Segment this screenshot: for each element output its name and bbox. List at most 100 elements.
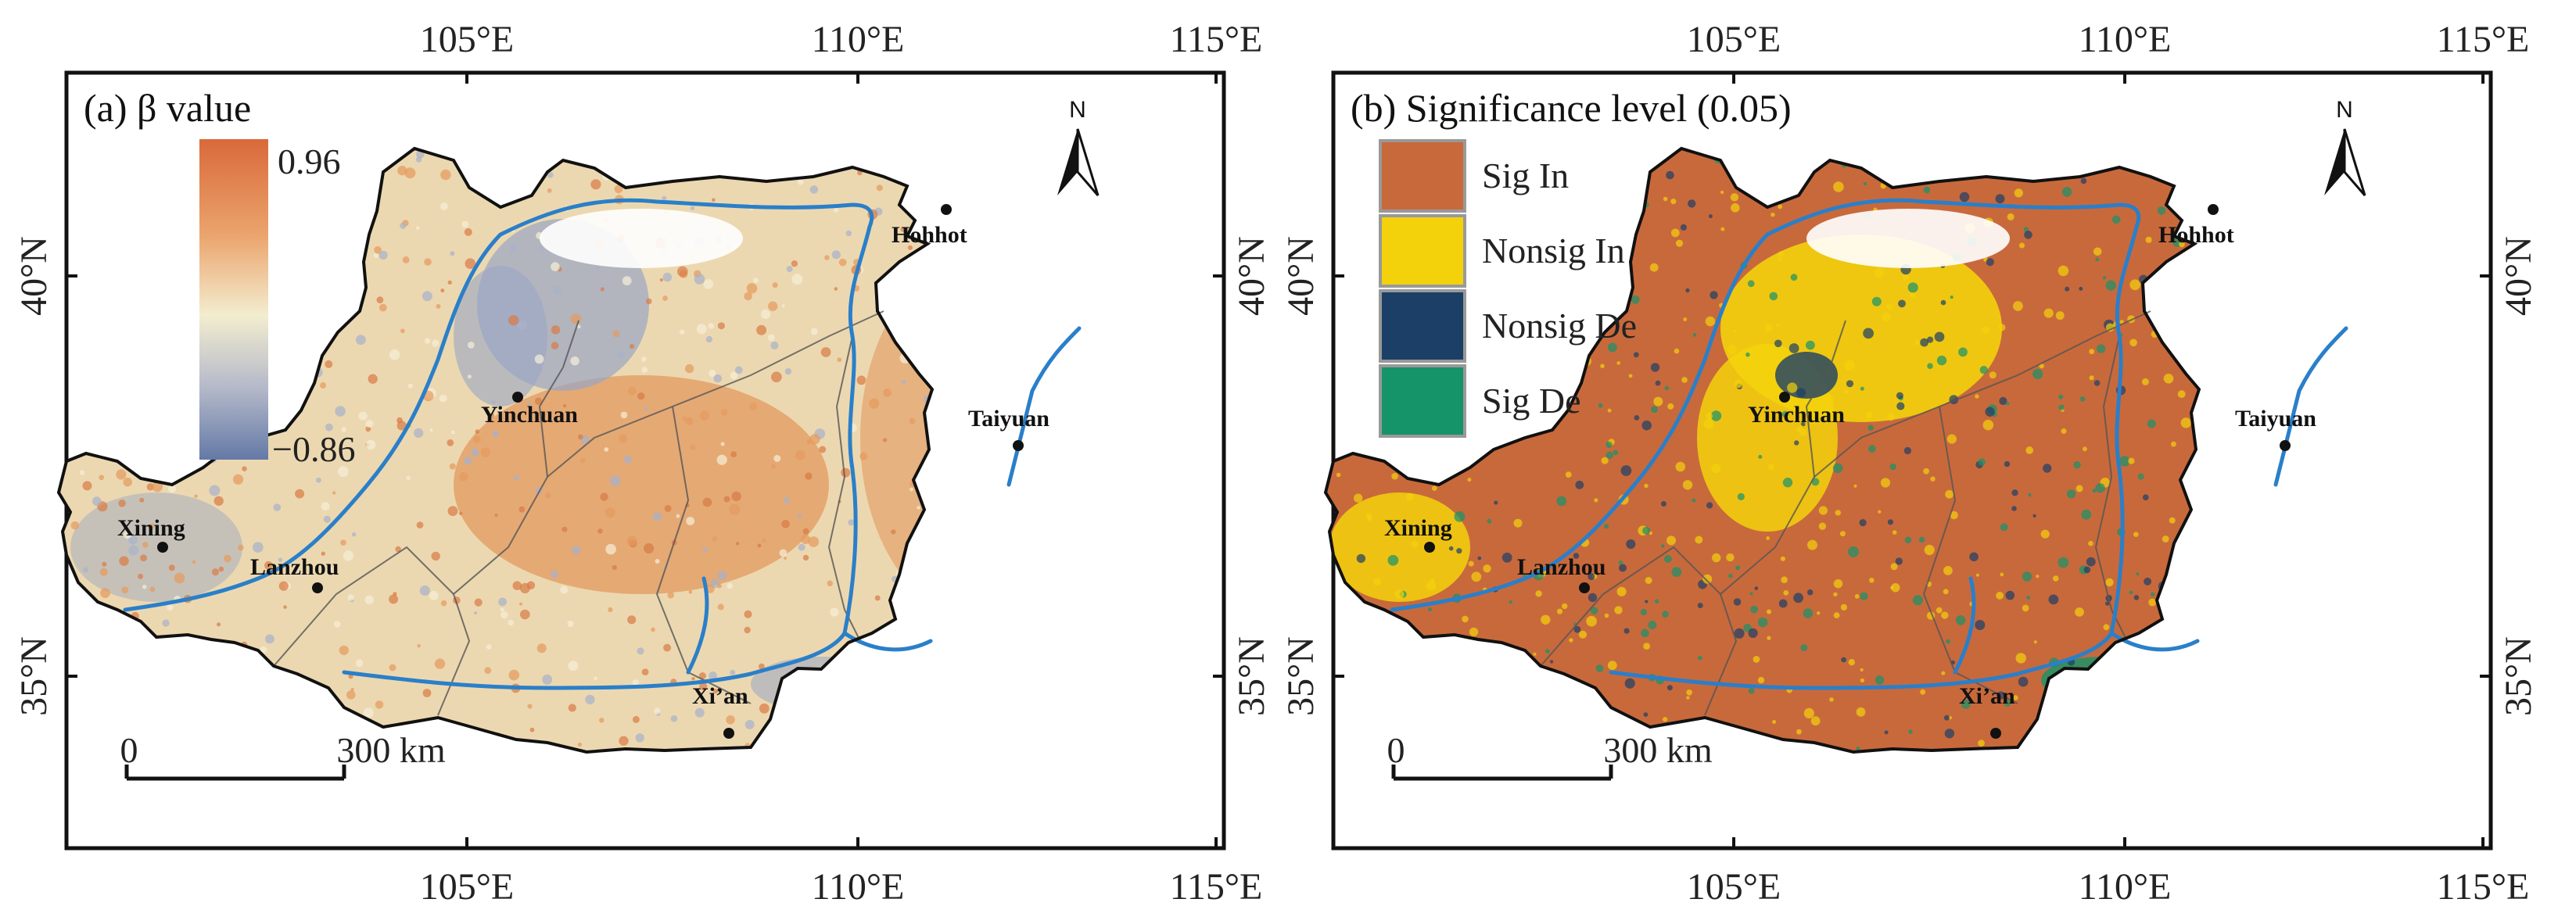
raster-speck (761, 310, 770, 319)
raster-speck (1708, 214, 1713, 219)
raster-speck (2032, 514, 2036, 518)
lon-label-top: 105°E (420, 19, 515, 60)
raster-speck (2148, 598, 2157, 607)
raster-speck (848, 519, 855, 526)
raster-speck (2079, 286, 2083, 291)
raster-speck (605, 543, 616, 555)
raster-speck (1573, 553, 1580, 559)
raster-speck (2033, 640, 2037, 644)
raster-speck (2169, 517, 2176, 524)
raster-speck (119, 556, 129, 566)
raster-speck (325, 423, 333, 432)
city-marker (157, 542, 168, 553)
raster-speck (1471, 571, 1482, 582)
raster-speck (1588, 573, 1595, 581)
raster-speck (568, 661, 579, 672)
raster-speck (1662, 611, 1669, 618)
raster-speck (447, 280, 452, 285)
raster-speck (730, 451, 737, 457)
raster-speck (544, 492, 551, 499)
north-arrow-right (1076, 128, 1100, 196)
raster-speck (91, 496, 102, 507)
raster-speck (121, 586, 129, 594)
raster-speck (1607, 342, 1617, 353)
raster-speck (264, 634, 274, 644)
raster-speck (1666, 170, 1674, 180)
raster-speck (1817, 611, 1821, 615)
province-boundary (1805, 320, 1846, 478)
raster-speck (347, 594, 354, 601)
raster-speck (1710, 291, 1718, 299)
raster-speck (152, 481, 163, 492)
raster-speck (654, 707, 661, 714)
raster-speck (1590, 607, 1598, 614)
raster-speck (819, 446, 827, 453)
city-label: Xining (117, 515, 185, 541)
raster-speck (641, 356, 647, 362)
raster-speck (1982, 326, 1990, 335)
raster-speck (1745, 352, 1750, 357)
raster-speck (368, 374, 378, 384)
raster-speck (1670, 199, 1677, 205)
raster-speck (389, 349, 400, 360)
raster-speck (1978, 740, 1985, 747)
raster-speck (635, 733, 644, 743)
raster-speck (770, 341, 779, 350)
raster-speck (1848, 546, 1859, 557)
raster-speck (712, 535, 718, 542)
raster-speck (440, 202, 448, 210)
raster-speck (797, 179, 804, 185)
raster-speck (1565, 471, 1572, 478)
raster-speck (1832, 463, 1843, 474)
raster-speck (1703, 418, 1714, 429)
raster-speck (1936, 607, 1943, 614)
raster-speck (1833, 181, 1844, 192)
raster-speck (2111, 215, 2121, 224)
raster-speck (431, 551, 440, 561)
raster-speck (278, 581, 289, 591)
raster-speck (2028, 492, 2032, 497)
raster-speck (1643, 712, 1649, 717)
raster-speck (1833, 579, 1843, 589)
raster-speck (698, 672, 706, 679)
raster-speck (2043, 308, 2054, 318)
raster-speck (1978, 458, 1986, 466)
raster-speck (167, 603, 174, 611)
raster-speck (1651, 406, 1658, 414)
raster-speck (1818, 506, 1828, 515)
raster-speck (779, 549, 788, 557)
raster-speck (343, 550, 354, 561)
raster-speck (1594, 498, 1598, 503)
raster-speck (1650, 363, 1660, 372)
raster-speck (1468, 560, 1474, 567)
raster-speck (1688, 199, 1696, 208)
raster-speck (339, 645, 349, 656)
raster-speck (2086, 557, 2096, 567)
raster-speck (838, 258, 847, 267)
raster-speck (637, 392, 645, 400)
raster-speck (1874, 267, 1885, 278)
raster-speck (1766, 536, 1770, 540)
raster-speck (529, 727, 535, 732)
lat-label-left: 35°N (13, 636, 55, 716)
raster-speck (597, 528, 603, 534)
raster-speck (712, 198, 716, 202)
raster-speck (2150, 592, 2155, 597)
raster-speck (2088, 540, 2093, 546)
raster-speck (264, 560, 273, 570)
raster-speck (1863, 181, 1867, 186)
raster-speck (2076, 485, 2083, 492)
raster-speck (1509, 600, 1513, 604)
raster-speck (2163, 374, 2174, 384)
raster-speck (450, 251, 455, 256)
raster-speck (509, 245, 518, 253)
raster-speck (572, 546, 581, 555)
raster-speck (1483, 564, 1491, 573)
raster-speck (2105, 280, 2116, 291)
raster-speck (260, 646, 267, 654)
raster-speck (416, 521, 424, 528)
raster-speck (2040, 529, 2050, 539)
raster-speck (142, 542, 149, 548)
raster-speck (637, 647, 644, 655)
raster-speck (335, 406, 346, 417)
